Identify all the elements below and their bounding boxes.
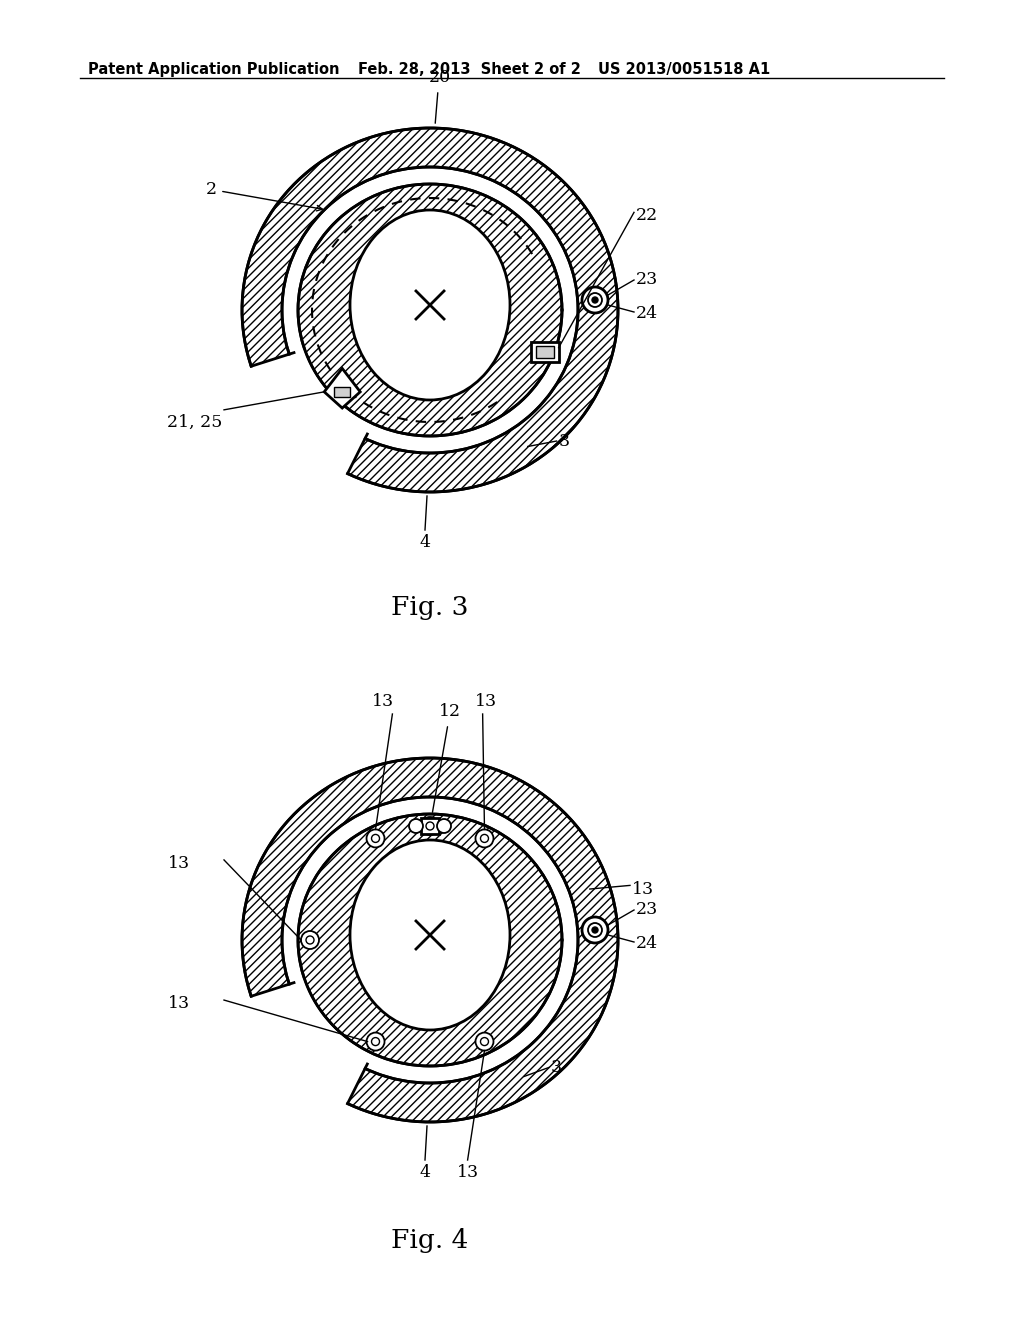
Text: 21, 25: 21, 25 bbox=[167, 414, 222, 430]
Circle shape bbox=[475, 1032, 494, 1051]
Text: 4: 4 bbox=[420, 1164, 430, 1181]
Bar bbox=[536, 346, 554, 358]
Ellipse shape bbox=[242, 758, 618, 1122]
Text: 13: 13 bbox=[372, 693, 394, 710]
Ellipse shape bbox=[282, 797, 578, 1082]
Text: Fig. 3: Fig. 3 bbox=[391, 595, 469, 620]
Circle shape bbox=[306, 936, 314, 944]
Text: 13: 13 bbox=[168, 855, 190, 873]
Polygon shape bbox=[325, 368, 360, 408]
Polygon shape bbox=[247, 979, 372, 1107]
Circle shape bbox=[480, 834, 488, 842]
Text: 22: 22 bbox=[636, 207, 658, 224]
FancyBboxPatch shape bbox=[530, 342, 559, 362]
Circle shape bbox=[372, 1038, 380, 1045]
Bar bbox=[421, 818, 439, 834]
Ellipse shape bbox=[242, 758, 618, 1122]
Text: 13: 13 bbox=[168, 995, 190, 1012]
Text: 24: 24 bbox=[636, 305, 658, 322]
Ellipse shape bbox=[282, 168, 578, 453]
Circle shape bbox=[588, 923, 602, 937]
Circle shape bbox=[475, 829, 494, 847]
Text: 13: 13 bbox=[457, 1164, 478, 1181]
Text: Feb. 28, 2013  Sheet 2 of 2: Feb. 28, 2013 Sheet 2 of 2 bbox=[358, 62, 581, 77]
Ellipse shape bbox=[350, 210, 510, 400]
Text: 13: 13 bbox=[632, 880, 654, 898]
Circle shape bbox=[480, 1038, 488, 1045]
Circle shape bbox=[367, 829, 385, 847]
Text: Fig. 4: Fig. 4 bbox=[391, 1228, 469, 1253]
Text: 4: 4 bbox=[420, 535, 430, 550]
Text: Patent Application Publication: Patent Application Publication bbox=[88, 62, 340, 77]
Text: 12: 12 bbox=[439, 704, 461, 719]
Circle shape bbox=[301, 931, 319, 949]
Text: 2: 2 bbox=[206, 181, 217, 198]
Circle shape bbox=[372, 834, 380, 842]
Ellipse shape bbox=[298, 814, 562, 1067]
Circle shape bbox=[421, 817, 439, 836]
Circle shape bbox=[437, 818, 451, 833]
Ellipse shape bbox=[242, 128, 618, 492]
Text: 24: 24 bbox=[636, 936, 658, 953]
Polygon shape bbox=[247, 350, 372, 478]
Circle shape bbox=[582, 286, 608, 313]
Text: 3: 3 bbox=[551, 1059, 562, 1076]
Circle shape bbox=[592, 927, 598, 933]
Text: 13: 13 bbox=[475, 693, 498, 710]
Text: US 2013/0051518 A1: US 2013/0051518 A1 bbox=[598, 62, 770, 77]
Text: 20: 20 bbox=[429, 69, 451, 86]
Ellipse shape bbox=[298, 183, 562, 436]
Text: 23: 23 bbox=[636, 902, 658, 919]
Circle shape bbox=[426, 822, 434, 830]
Circle shape bbox=[367, 1032, 385, 1051]
Bar bbox=[334, 387, 350, 397]
Circle shape bbox=[588, 293, 602, 308]
Circle shape bbox=[592, 297, 598, 304]
Text: 23: 23 bbox=[636, 272, 658, 289]
Text: 3: 3 bbox=[558, 433, 569, 450]
Ellipse shape bbox=[242, 128, 618, 492]
Circle shape bbox=[409, 818, 423, 833]
Circle shape bbox=[582, 917, 608, 942]
Ellipse shape bbox=[350, 840, 510, 1030]
